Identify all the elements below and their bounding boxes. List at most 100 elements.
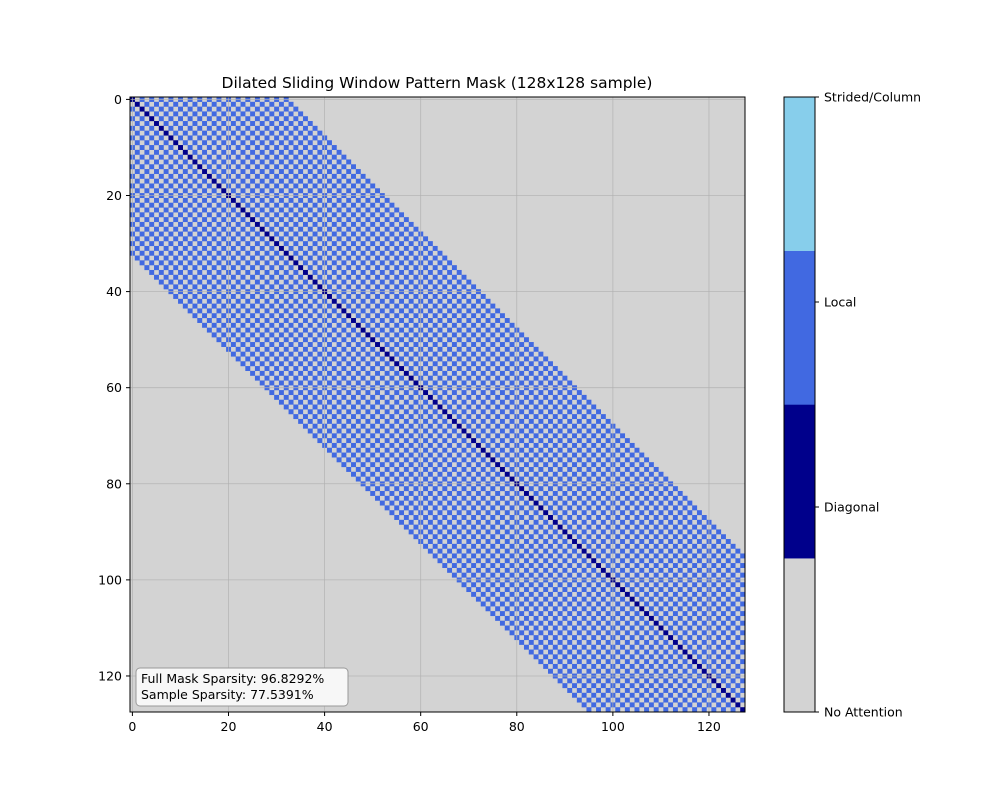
local-cell: [307, 265, 313, 271]
local-cell: [230, 236, 236, 242]
local-cell: [677, 548, 683, 554]
local-cell: [336, 370, 342, 376]
local-cell: [423, 380, 429, 386]
local-cell: [264, 183, 270, 189]
local-cell: [533, 423, 539, 429]
local-cell: [634, 678, 640, 684]
local-cell: [278, 236, 284, 242]
local-cell: [586, 649, 592, 655]
local-cell: [355, 476, 361, 482]
local-cell: [672, 697, 678, 703]
local-cell: [543, 490, 549, 496]
y-tick-label: 20: [106, 188, 122, 203]
local-cell: [552, 375, 558, 381]
local-cell: [720, 591, 726, 597]
local-cell: [326, 274, 332, 280]
local-cell: [509, 563, 515, 568]
local-cell: [624, 572, 630, 578]
local-cell: [178, 154, 183, 160]
local-cell: [307, 169, 313, 175]
local-cell: [307, 245, 313, 251]
local-cell: [346, 447, 352, 453]
local-cell: [293, 241, 299, 247]
local-cell: [331, 423, 337, 429]
local-cell: [259, 293, 265, 299]
local-cell: [451, 342, 457, 347]
local-cell: [538, 486, 544, 492]
local-cell: [567, 611, 573, 617]
local-cell: [504, 558, 510, 564]
local-cell: [202, 245, 208, 251]
local-cell: [413, 428, 419, 434]
local-cell: [206, 298, 212, 304]
local-cell: [581, 414, 587, 420]
local-cell: [658, 644, 664, 650]
local-cell: [274, 279, 280, 285]
local-cell: [293, 154, 299, 160]
local-cell: [596, 524, 601, 530]
local-cell: [240, 313, 246, 319]
local-cell: [475, 346, 481, 352]
local-cell: [298, 121, 304, 126]
local-cell: [173, 255, 179, 261]
local-cell: [254, 327, 260, 333]
local-cell: [620, 462, 626, 468]
local-cell: [567, 687, 573, 693]
local-cell: [139, 145, 145, 150]
local-cell: [548, 668, 553, 674]
local-cell: [182, 274, 188, 280]
local-cell: [543, 539, 549, 544]
local-cell: [336, 428, 342, 434]
local-cell: [581, 683, 587, 689]
local-cell: [365, 390, 371, 396]
local-cell: [230, 293, 236, 299]
local-cell: [240, 226, 246, 232]
local-cell: [653, 668, 659, 674]
local-cell: [336, 390, 342, 396]
local-cell: [471, 351, 477, 357]
local-cell: [182, 197, 188, 203]
local-cell: [403, 332, 409, 338]
local-cell: [548, 399, 553, 405]
local-cell: [365, 226, 371, 232]
local-cell: [379, 414, 385, 420]
local-cell: [192, 245, 198, 251]
local-cell: [370, 490, 376, 496]
local-cell: [293, 327, 299, 333]
local-cell: [389, 394, 395, 400]
local-cell: [658, 539, 664, 544]
local-cell: [471, 553, 477, 559]
local-cell: [154, 111, 159, 117]
local-cell: [240, 361, 246, 367]
plot-frame: [129, 96, 746, 713]
local-cell: [557, 380, 563, 386]
local-cell: [533, 346, 539, 352]
local-cell: [456, 356, 462, 362]
local-cell: [192, 265, 198, 271]
local-cell: [370, 433, 376, 439]
local-cell: [523, 519, 529, 525]
local-cell: [158, 145, 164, 150]
diagonal-cell: [149, 116, 155, 122]
local-cell: [634, 659, 640, 665]
local-cell: [336, 188, 342, 194]
local-cell: [480, 582, 486, 588]
local-cell: [163, 101, 169, 107]
local-cell: [639, 567, 645, 573]
local-cell: [533, 587, 539, 593]
local-cell: [490, 466, 496, 472]
local-cell: [528, 524, 534, 530]
local-cell: [663, 524, 669, 530]
local-cell: [370, 241, 376, 247]
local-cell: [379, 356, 385, 362]
local-cell: [197, 221, 203, 227]
local-cell: [317, 409, 323, 415]
local-cell: [634, 457, 640, 463]
local-cell: [298, 207, 304, 213]
local-cell: [298, 217, 304, 223]
local-cell: [466, 529, 472, 535]
local-cell: [447, 423, 453, 429]
local-cell: [278, 169, 284, 175]
local-cell: [677, 615, 683, 621]
local-cell: [605, 428, 611, 434]
